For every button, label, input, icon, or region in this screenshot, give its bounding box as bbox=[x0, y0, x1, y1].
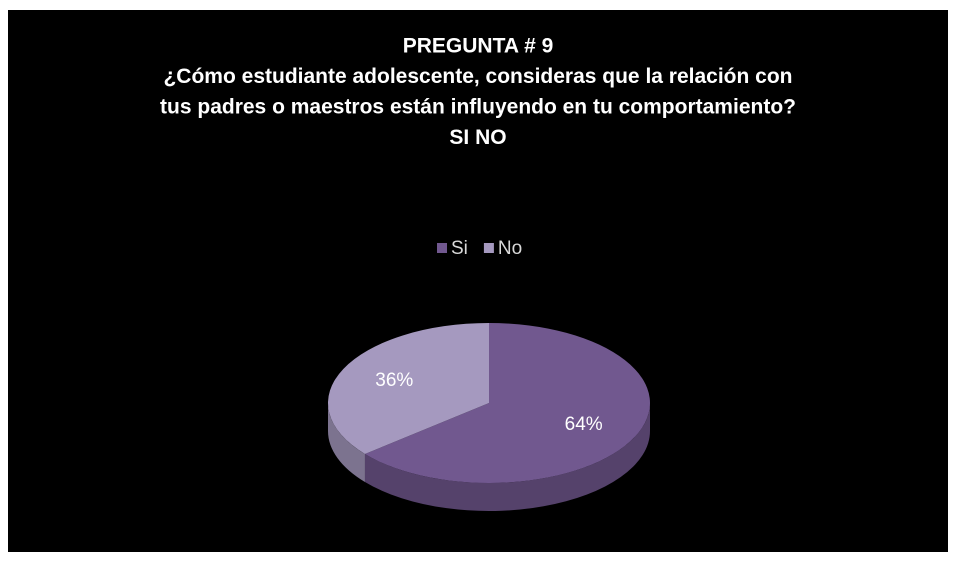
chart-title: SI NO bbox=[449, 126, 506, 149]
chart-title: PREGUNTA # 9 bbox=[403, 35, 554, 58]
slice bbox=[327, 323, 489, 454]
slice bbox=[364, 323, 650, 483]
slice-side bbox=[328, 403, 365, 482]
data-label: 36% bbox=[375, 370, 413, 391]
chart-title: tus padres o maestros están influyendo e… bbox=[160, 96, 796, 119]
slice-side bbox=[364, 403, 650, 512]
legend-swatch bbox=[437, 243, 447, 253]
data-label: 64% bbox=[565, 414, 603, 435]
legend-swatch bbox=[483, 243, 494, 253]
legend-label: No bbox=[498, 238, 522, 259]
chart-title: ¿Cómo estudiante adolescente, consideras… bbox=[163, 65, 792, 88]
legend-label: Si bbox=[451, 238, 468, 259]
